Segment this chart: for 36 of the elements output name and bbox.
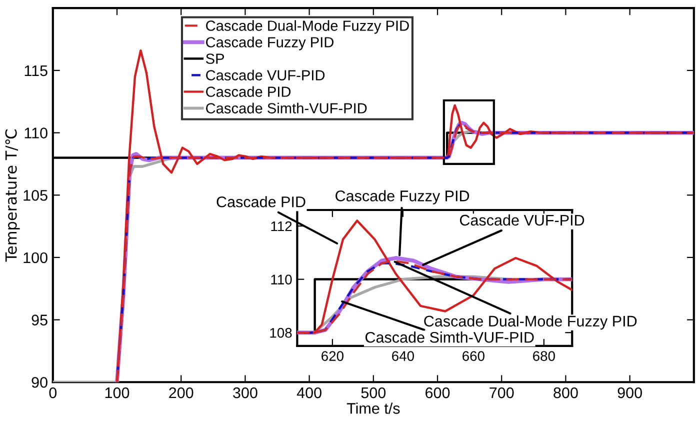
legend-label: Cascade Fuzzy PID (206, 36, 334, 50)
annotation: Cascade Simth-VUF-PID (365, 332, 534, 343)
y-axis-title: Temperature T/℃ (5, 130, 20, 262)
x-tick-label: 700 (490, 387, 514, 398)
y-tick-label: 100 (24, 252, 48, 264)
legend-label: Cascade Dual-Mode Fuzzy PID (206, 20, 409, 34)
x-tick-label: 400 (296, 387, 322, 398)
x-tick-label: 620 (322, 351, 344, 361)
x-tick-label: 200 (169, 387, 194, 398)
annotation: Cascade Dual-Mode Fuzzy PID (424, 315, 637, 330)
x-tick-label: 300 (233, 387, 258, 398)
x-tick-label: 680 (533, 351, 555, 361)
y-tick-label: 110 (24, 128, 48, 138)
y-tick-label: 108 (270, 328, 292, 338)
x-tick-label: 500 (361, 387, 386, 398)
y-tick-label: 110 (271, 274, 292, 284)
x-tick-label: 600 (426, 387, 450, 398)
x-tick-label: 900 (618, 387, 642, 398)
y-tick-label: 105 (24, 190, 48, 201)
x-tick-label: 660 (462, 351, 484, 361)
x-tick-label: 800 (554, 387, 578, 398)
legend-label: Cascade Simth-VUF-PID (206, 102, 367, 114)
legend-label: Cascade PID (206, 86, 291, 97)
annotation: Cascade PID (216, 196, 306, 208)
annotation: Cascade Fuzzy PID (336, 190, 470, 204)
legend-label: SP (206, 54, 224, 64)
x-tick-label: 640 (392, 351, 414, 361)
x-axis-title: Time t/s (346, 402, 400, 414)
y-tick-label: 95 (32, 314, 48, 326)
x-tick-label: 100 (105, 387, 130, 398)
y-tick-label: 90 (32, 376, 48, 388)
y-tick-label: 115 (24, 65, 48, 76)
legend-label: Cascade VUF-PID (206, 70, 325, 80)
annotation: Cascade VUF-PID (460, 214, 584, 226)
y-tick-label: 112 (271, 221, 292, 232)
x-tick-label: 0 (49, 387, 57, 398)
